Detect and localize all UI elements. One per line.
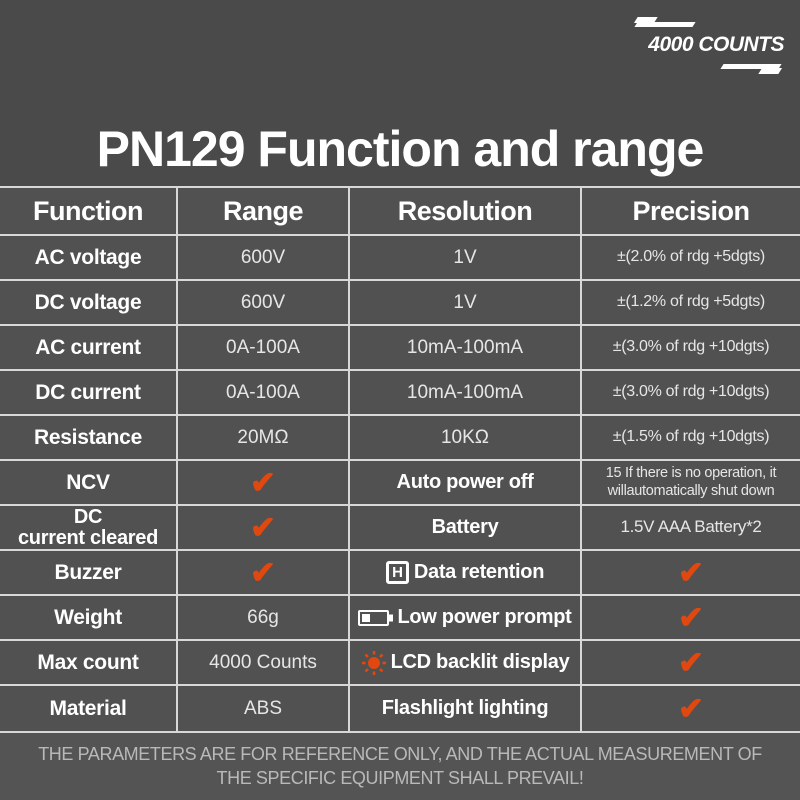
low-power-prompt-label: Low power prompt [397, 606, 572, 628]
dc-current-cleared-supported: ✔ [178, 506, 350, 551]
dc-voltage-precision: ±(1.2% of rdg +5dgts) [582, 281, 800, 326]
check-icon: ✔ [250, 510, 276, 545]
ac-voltage-precision: ±(2.0% of rdg +5dgts) [582, 236, 800, 281]
ac-current-precision: ±(3.0% of rdg +10dgts) [582, 326, 800, 371]
dc-current-precision: ±(3.0% of rdg +10dgts) [582, 371, 800, 416]
dc-current-function: DC current [0, 371, 178, 416]
max-count-function: Max count [0, 641, 178, 686]
dc-voltage-range: 600V [178, 281, 350, 326]
buzzer-supported: ✔ [178, 551, 350, 596]
dc-current-cleared-function: DC current cleared [0, 506, 178, 551]
weight-function: Weight [0, 596, 178, 641]
auto-power-off-line2: willautomatically shut down [607, 482, 775, 499]
dc-current-cleared-line1: DC [73, 506, 103, 528]
ac-current-range: 0A-100A [178, 326, 350, 371]
data-hold-icon: H [385, 561, 409, 584]
check-icon: ✔ [250, 465, 276, 500]
dc-current-cleared-line2: current cleared [17, 526, 158, 549]
ncv-supported: ✔ [178, 461, 350, 506]
low-power-prompt-feature: Low power prompt [350, 596, 582, 641]
header-precision: Precision [582, 188, 800, 236]
page-title: PN129 Function and range [96, 121, 705, 177]
dc-current-range: 0A-100A [178, 371, 350, 416]
check-icon: ✔ [678, 555, 704, 590]
data-retention-feature: H Data retention [350, 551, 582, 596]
ac-voltage-resolution: 1V [350, 236, 582, 281]
check-icon: ✔ [250, 555, 276, 590]
disclaimer-line2: THE SPECIFIC EQUIPMENT SHALL PREVAIL! [216, 767, 584, 788]
badge-stripe-bottom-icon [720, 64, 782, 69]
dc-voltage-function: DC voltage [0, 281, 178, 326]
data-retention-supported: ✔ [582, 551, 800, 596]
ncv-function: NCV [0, 461, 178, 506]
lcd-backlit-feature: LCD backlit display [350, 641, 582, 686]
material-value: ABS [178, 686, 350, 731]
buzzer-function: Buzzer [0, 551, 178, 596]
battery-spec: 1.5V AAA Battery*2 [582, 506, 800, 551]
header-banner: 4000 COUNTS PN129 Function and range [0, 0, 800, 186]
material-function: Material [0, 686, 178, 731]
low-battery-icon [358, 609, 390, 626]
auto-power-off-label: Auto power off [350, 461, 582, 506]
ac-voltage-function: AC voltage [0, 236, 178, 281]
max-count-value: 4000 Counts [178, 641, 350, 686]
lcd-backlit-supported: ✔ [582, 641, 800, 686]
data-retention-label: Data retention [413, 561, 545, 583]
spec-table: Function Range Resolution Precision AC v… [0, 186, 800, 733]
resistance-function: Resistance [0, 416, 178, 461]
counts-badge: 4000 COUNTS [628, 22, 786, 69]
low-power-prompt-supported: ✔ [582, 596, 800, 641]
dc-current-resolution: 10mA-100mA [350, 371, 582, 416]
header-resolution: Resolution [350, 188, 582, 236]
auto-power-off-description: 15 If there is no operation, it willauto… [582, 461, 800, 506]
counts-badge-label: 4000 COUNTS [648, 33, 784, 56]
backlight-sun-icon [361, 650, 387, 676]
flashlight-label: Flashlight lighting [350, 686, 582, 731]
weight-value: 66g [178, 596, 350, 641]
header-function: Function [0, 188, 178, 236]
disclaimer-line1: THE PARAMETERS ARE FOR REFERENCE ONLY, A… [38, 743, 762, 764]
ac-current-function: AC current [0, 326, 178, 371]
resistance-range: 20MΩ [178, 416, 350, 461]
lcd-backlit-label: LCD backlit display [390, 651, 570, 673]
ac-current-resolution: 10mA-100mA [350, 326, 582, 371]
header-range: Range [178, 188, 350, 236]
resistance-resolution: 10KΩ [350, 416, 582, 461]
flashlight-supported: ✔ [582, 686, 800, 731]
dc-voltage-resolution: 1V [350, 281, 582, 326]
disclaimer: THE PARAMETERS ARE FOR REFERENCE ONLY, A… [0, 733, 800, 800]
battery-label: Battery [350, 506, 582, 551]
check-icon: ✔ [678, 691, 704, 726]
badge-stripe-top-icon [634, 22, 696, 27]
check-icon: ✔ [678, 645, 704, 680]
ac-voltage-range: 600V [178, 236, 350, 281]
resistance-precision: ±(1.5% of rdg +10dgts) [582, 416, 800, 461]
check-icon: ✔ [678, 600, 704, 635]
data-hold-letter: H [392, 564, 403, 581]
auto-power-off-line1: 15 If there is no operation, it [605, 465, 777, 482]
